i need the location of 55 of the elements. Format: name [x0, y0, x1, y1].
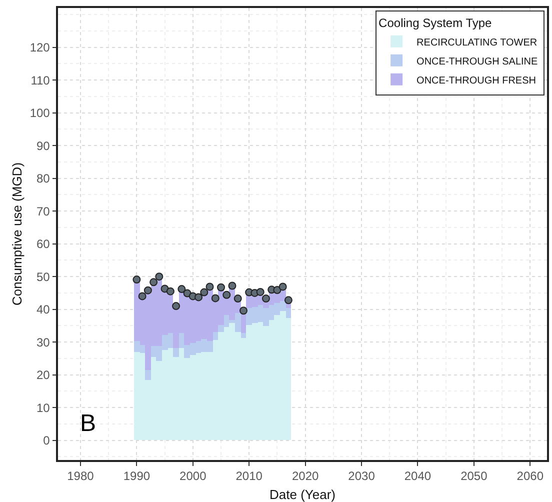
x-tick-label: 2030: [348, 469, 376, 484]
point: [138, 292, 146, 300]
point: [132, 276, 141, 284]
y-tick-label: 120: [30, 40, 50, 54]
y-tick-label: 100: [30, 106, 50, 120]
x-tick-label: 2020: [292, 469, 319, 484]
point: [256, 288, 264, 296]
point: [217, 283, 225, 292]
y-tick-label: 110: [30, 73, 50, 88]
annotation: B: [80, 410, 96, 437]
y-tick-label: 40: [36, 302, 50, 317]
point: [239, 306, 248, 315]
legend-label: ONCE-THROUGH FRESH: [416, 75, 536, 86]
point: [273, 286, 282, 294]
y-tick-label: 20: [36, 368, 50, 382]
x-tick-label: 2010: [236, 469, 263, 484]
y-tick-label: 10: [36, 400, 50, 415]
y-tick-label: 0: [43, 434, 50, 448]
x-tick-label: 2040: [404, 469, 432, 484]
point: [234, 294, 242, 303]
point: [222, 290, 231, 299]
x-tick-label: 2000: [180, 469, 207, 484]
legend-title: Cooling System Type: [378, 16, 492, 30]
point: [228, 282, 236, 290]
point: [284, 296, 292, 304]
x-tick-label: 1990: [123, 469, 150, 484]
point: [150, 278, 158, 286]
y-tick-label: 80: [36, 172, 50, 186]
point: [144, 286, 152, 294]
y-tick-label: 90: [36, 138, 50, 153]
point: [178, 285, 186, 294]
y-tick-label: 50: [36, 270, 50, 284]
bar: [173, 348, 179, 357]
y-tick-label: 60: [36, 237, 50, 252]
x-tick-label: 2050: [460, 469, 488, 484]
bar: [241, 333, 246, 338]
point: [200, 288, 208, 296]
point: [172, 302, 180, 310]
y-axis-title: Consumptive use (MGD): [10, 162, 24, 306]
x-axis-title: Date (Year): [270, 487, 336, 502]
point: [206, 282, 214, 291]
x-tick-label: 2060: [516, 469, 544, 484]
point: [278, 282, 287, 291]
bar: [213, 332, 218, 340]
point: [262, 294, 270, 303]
point: [166, 287, 174, 296]
point: [211, 294, 220, 302]
y-tick-label: 30: [36, 335, 50, 350]
legend-label: RECIRCULATING TOWER: [416, 37, 538, 48]
y-tick-label: 70: [36, 204, 50, 218]
point: [155, 272, 164, 281]
legend-label: ONCE-THROUGH SALINE: [416, 56, 538, 68]
bar: [145, 370, 151, 380]
point: [194, 293, 203, 302]
x-tick-label: 1980: [67, 469, 94, 484]
